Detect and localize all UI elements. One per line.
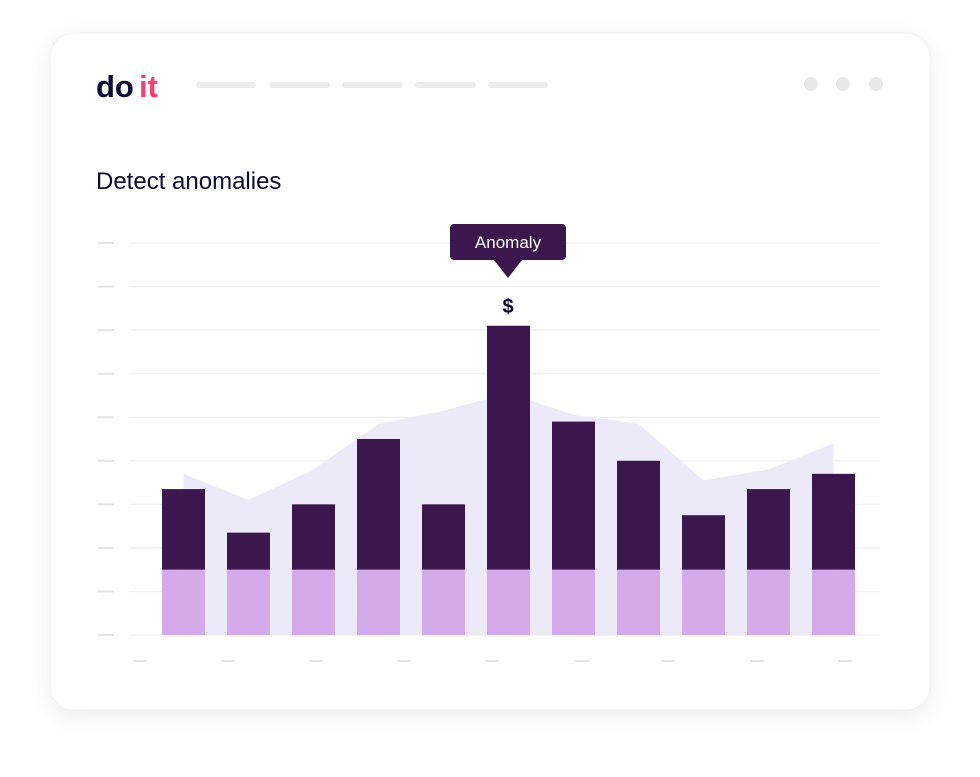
bar-segment	[617, 569, 660, 635]
window-dots	[804, 77, 883, 91]
bar-segment	[162, 569, 205, 635]
logo-do: do	[96, 69, 134, 104]
bar-segment	[227, 569, 270, 635]
chart-title: Detect anomalies	[96, 168, 281, 195]
bar-segment	[617, 460, 660, 570]
bar-segment	[292, 504, 335, 570]
bar-segment	[682, 515, 725, 570]
tooltip-label: Anomaly	[475, 233, 542, 252]
bar-segment	[552, 569, 595, 635]
anomaly-marker: $	[502, 296, 513, 318]
bar-segment	[812, 473, 855, 570]
bar-segment	[422, 504, 465, 570]
bar-segment	[162, 489, 205, 570]
bar-segment	[292, 569, 335, 635]
tooltip-box	[450, 224, 566, 278]
plot	[98, 242, 880, 636]
bar-segment	[682, 569, 725, 635]
bar-segment	[812, 569, 855, 635]
bar-segment	[422, 569, 465, 635]
bar-segment	[227, 532, 270, 570]
anomaly-tooltip: Anomaly $	[450, 224, 566, 318]
bar-segment	[747, 489, 790, 570]
logo-it: it	[139, 69, 158, 104]
bar-segment	[357, 569, 400, 635]
bar-segment	[487, 569, 530, 635]
bar-segment	[747, 569, 790, 635]
bar-segment	[357, 439, 400, 570]
bar-segment	[487, 325, 530, 570]
bar-segment	[552, 421, 595, 570]
